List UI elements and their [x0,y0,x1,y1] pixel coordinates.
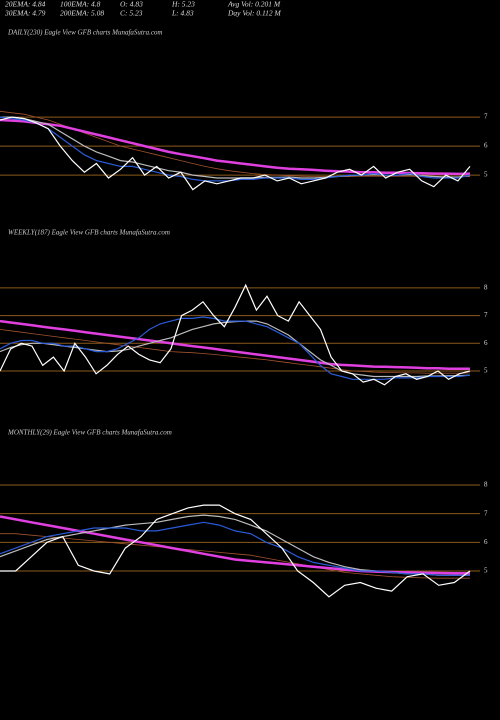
y-tick-label: 5 [484,567,488,575]
header-stat: O: 4.83 [120,0,143,9]
y-tick-label: 6 [484,339,488,347]
header-stat: 20EMA: 4.84 [5,0,46,9]
y-tick-label: 8 [484,284,488,292]
series-line [0,319,470,371]
header-stat: Day Vol: 0.112 M [227,9,282,18]
series-line [0,283,471,386]
series-line [0,110,471,178]
series-line [0,118,471,176]
y-tick-label: 6 [484,538,488,546]
series-line [0,316,471,380]
y-tick-label: 5 [484,171,488,179]
panel-title: DAILY(230) Eagle View GFB charts MunafaS… [7,29,163,37]
header-stat: 200EMA: 5.08 [60,9,104,18]
header-stat: Avg Vol: 0.201 M [227,0,281,9]
header-stat: L: 4.83 [171,9,194,18]
header-stat: 30EMA: 4.79 [4,9,46,18]
series-line [0,514,470,576]
series-line [0,116,471,179]
series-line [0,515,470,575]
y-tick-label: 7 [484,509,488,517]
header-stat: H: 5.23 [171,0,195,9]
panel-title: MONTHLY(29) Eagle View GFB charts Munafa… [7,429,172,437]
series-line [0,521,470,576]
series-line [0,116,471,191]
series-line [0,504,471,598]
y-tick-label: 8 [484,481,488,489]
series-line [0,329,471,374]
y-tick-label: 5 [484,367,488,375]
header-stat: 100EMA: 4.8 [60,0,101,9]
panel-title: WEEKLY(187) Eagle View GFB charts Munafa… [8,229,170,237]
header-stat: C: 5.23 [120,9,143,18]
y-tick-label: 7 [484,113,488,121]
y-tick-label: 7 [484,311,488,319]
y-tick-label: 6 [484,142,488,150]
series-line [0,533,470,579]
